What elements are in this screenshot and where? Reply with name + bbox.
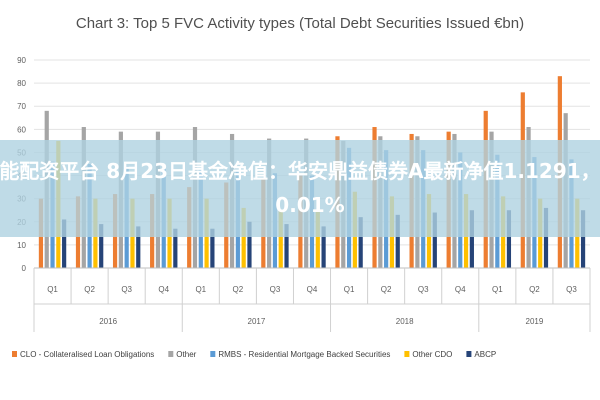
y-tick-label: 10 bbox=[17, 241, 26, 250]
bar bbox=[432, 212, 437, 268]
x-tick-label: Q3 bbox=[121, 285, 132, 294]
legend: CLO - Collateralised Loan Obligations Oth… bbox=[12, 350, 496, 359]
year-label: 2016 bbox=[99, 317, 117, 326]
x-tick-label: Q3 bbox=[418, 285, 429, 294]
x-tick-label: Q3 bbox=[566, 285, 577, 294]
year-label: 2019 bbox=[526, 317, 544, 326]
x-tick-label: Q4 bbox=[158, 285, 169, 294]
chart-title: Chart 3: Top 5 FVC Activity types (Total… bbox=[76, 15, 524, 32]
bar bbox=[395, 214, 400, 268]
x-tick-label: Q1 bbox=[492, 285, 503, 294]
x-tick-label: Q4 bbox=[307, 285, 318, 294]
x-tick-label: Q2 bbox=[381, 285, 392, 294]
legend-swatch bbox=[466, 351, 472, 357]
bar bbox=[278, 210, 283, 268]
x-tick-label: Q1 bbox=[344, 285, 355, 294]
year-label: 2017 bbox=[248, 317, 266, 326]
legend-swatch bbox=[168, 351, 174, 357]
legend-entry: RMBS - Residential Mortgage Backed Secur… bbox=[218, 350, 390, 359]
year-label: 2018 bbox=[396, 317, 414, 326]
bar bbox=[543, 207, 549, 268]
y-tick-label: 70 bbox=[17, 102, 26, 111]
bar bbox=[210, 228, 215, 268]
headline-banner: 能配资平台 8月23日基金净值：华安鼎益债券A最新净值1.1291，涨0.01% bbox=[0, 140, 600, 237]
bar bbox=[99, 224, 104, 268]
x-tick-label: Q2 bbox=[529, 285, 540, 294]
legend-swatch bbox=[12, 351, 17, 357]
x-axis: Q1 Q2 Q3 Q4 Q1 Q2 Q3 Q4 Q1 Q2 Q3 Q4 Q1 Q2 Q3 2016 2017 20… bbox=[33, 267, 591, 332]
bar bbox=[136, 226, 141, 268]
x-tick-label: Q2 bbox=[233, 285, 244, 294]
bar bbox=[241, 207, 246, 268]
y-tick-label: 60 bbox=[17, 125, 26, 134]
x-tick-label: Q4 bbox=[455, 285, 466, 294]
bar bbox=[321, 226, 326, 268]
legend-entry: Other bbox=[176, 350, 196, 359]
bar bbox=[469, 210, 474, 268]
y-tick-label: 0 bbox=[22, 264, 27, 273]
bar bbox=[173, 228, 178, 268]
bar bbox=[315, 210, 320, 268]
legend-swatch bbox=[210, 351, 216, 357]
bar bbox=[247, 221, 252, 268]
y-tick-label: 80 bbox=[17, 79, 26, 88]
legend-entry: CLO - Collateralised Loan Obligations bbox=[20, 350, 154, 359]
x-tick-label: Q3 bbox=[270, 285, 281, 294]
x-tick-label: Q2 bbox=[84, 285, 95, 294]
y-tick-label: 90 bbox=[17, 56, 26, 65]
x-tick-label: Q1 bbox=[195, 285, 206, 294]
bar bbox=[358, 217, 363, 268]
bar bbox=[62, 219, 67, 268]
bar bbox=[506, 210, 512, 268]
x-tick-label: Q1 bbox=[47, 285, 58, 294]
bar bbox=[284, 224, 289, 268]
legend-entry: ABCP bbox=[474, 350, 496, 359]
headline-text: 能配资平台 8月23日基金净值：华安鼎益债券A最新净值1.1291，涨0.01% bbox=[0, 159, 600, 217]
legend-entry: Other CDO bbox=[412, 350, 452, 359]
bar bbox=[580, 210, 586, 268]
legend-swatch bbox=[404, 351, 410, 357]
